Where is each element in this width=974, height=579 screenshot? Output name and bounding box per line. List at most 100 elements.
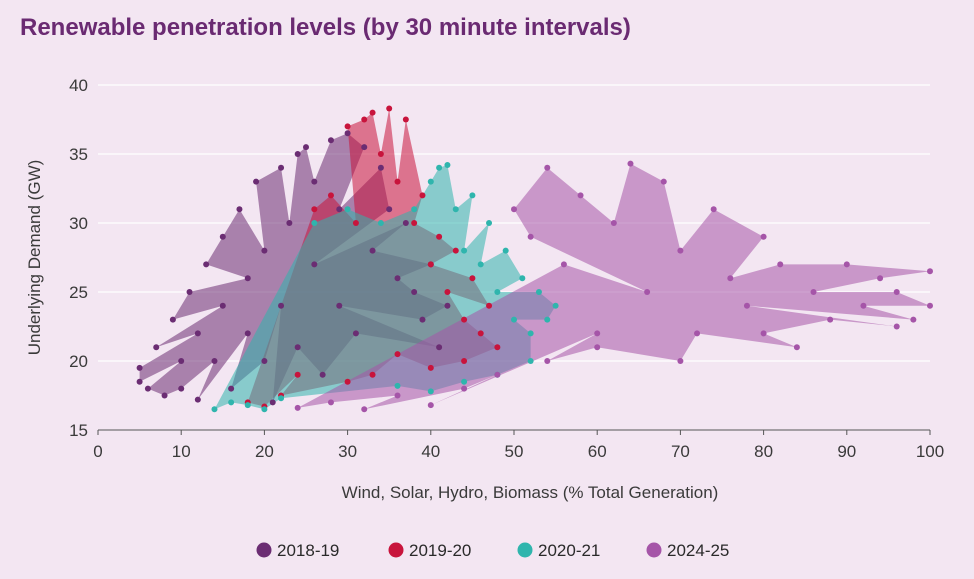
data-point <box>927 302 933 309</box>
data-point <box>369 371 376 378</box>
data-point <box>677 358 684 364</box>
data-point <box>294 404 301 411</box>
data-point <box>394 351 401 358</box>
data-point <box>336 302 343 309</box>
data-point <box>877 275 884 282</box>
data-point <box>427 178 434 185</box>
x-tick-label: 90 <box>837 442 856 461</box>
x-tick-label: 20 <box>255 442 274 461</box>
data-point <box>178 385 185 392</box>
data-point <box>544 164 551 171</box>
data-point <box>577 192 584 199</box>
data-point <box>394 275 401 282</box>
legend-label: 2018-19 <box>277 541 339 560</box>
data-point <box>843 261 850 268</box>
data-point <box>402 220 409 226</box>
legend-marker <box>388 542 404 558</box>
data-point <box>527 358 534 364</box>
x-axis-label: Wind, Solar, Hydro, Biomass (% Total Gen… <box>342 483 719 502</box>
data-point <box>502 247 509 254</box>
data-point <box>278 164 285 171</box>
data-point <box>311 220 318 226</box>
x-tick-label: 0 <box>93 442 102 461</box>
data-point <box>527 233 534 240</box>
data-point <box>610 220 617 226</box>
data-point <box>860 302 867 309</box>
y-tick-label: 15 <box>69 421 88 440</box>
data-point <box>303 144 309 151</box>
y-axis-label: Underlying Demand (GW) <box>25 160 44 356</box>
data-point <box>286 220 293 226</box>
data-point <box>411 289 418 295</box>
data-point <box>294 344 301 351</box>
data-point <box>394 178 401 185</box>
data-point <box>294 371 301 378</box>
legend-label: 2019-20 <box>409 541 471 560</box>
data-point <box>169 316 176 323</box>
data-point <box>535 289 542 295</box>
data-point <box>760 233 767 240</box>
data-point <box>927 268 933 275</box>
data-point <box>760 330 767 337</box>
data-point <box>344 206 351 213</box>
data-point <box>311 261 318 268</box>
data-point <box>810 289 817 295</box>
data-point <box>244 330 251 337</box>
data-point <box>427 402 434 409</box>
axes: 15 20 25 30 35 40 0 10 20 30 40 50 60 70 80 90 100 Wind, … <box>25 76 944 502</box>
data-point <box>344 130 351 137</box>
data-point <box>361 406 368 413</box>
data-point <box>452 206 459 213</box>
x-tick-label: 30 <box>338 442 357 461</box>
data-point <box>419 192 426 199</box>
data-point <box>511 316 517 323</box>
data-point <box>228 399 235 406</box>
data-point <box>261 247 268 254</box>
data-point <box>677 247 684 254</box>
data-point <box>694 330 701 337</box>
data-point <box>644 289 651 295</box>
data-point <box>427 388 434 395</box>
data-point <box>369 109 376 116</box>
data-point <box>486 302 493 309</box>
data-point <box>486 220 493 226</box>
legend-marker <box>646 542 662 558</box>
data-point <box>777 261 784 268</box>
data-point <box>461 316 468 323</box>
data-point <box>244 275 251 282</box>
data-point <box>444 302 451 309</box>
data-point <box>319 371 326 378</box>
y-tick-label: 30 <box>69 214 88 233</box>
data-point <box>228 385 235 392</box>
data-point <box>910 316 917 323</box>
data-point <box>219 233 226 240</box>
data-point <box>311 206 318 213</box>
legend: 2018-19 2019-20 2020-21 2024-25 <box>256 541 729 560</box>
legend-label: 2024-25 <box>667 541 729 560</box>
data-point <box>327 399 334 406</box>
data-point <box>436 164 443 171</box>
data-point <box>186 289 193 295</box>
data-point <box>361 144 368 151</box>
x-tick-label: 50 <box>505 442 524 461</box>
data-point <box>727 275 734 282</box>
data-point <box>743 302 750 309</box>
data-point <box>461 358 468 364</box>
legend-label: 2020-21 <box>538 541 600 560</box>
data-point <box>594 344 601 351</box>
data-points <box>136 105 933 413</box>
data-point <box>352 220 359 226</box>
data-point <box>560 261 567 268</box>
data-point <box>377 220 384 226</box>
data-point <box>469 192 476 199</box>
legend-marker <box>517 542 533 558</box>
data-point <box>436 344 443 351</box>
data-point <box>377 164 384 171</box>
x-tick-label: 10 <box>172 442 191 461</box>
data-point <box>461 378 468 385</box>
chart-title: Renewable penetration levels (by 30 minu… <box>20 14 631 41</box>
x-tick-label: 40 <box>421 442 440 461</box>
data-point <box>236 206 243 213</box>
